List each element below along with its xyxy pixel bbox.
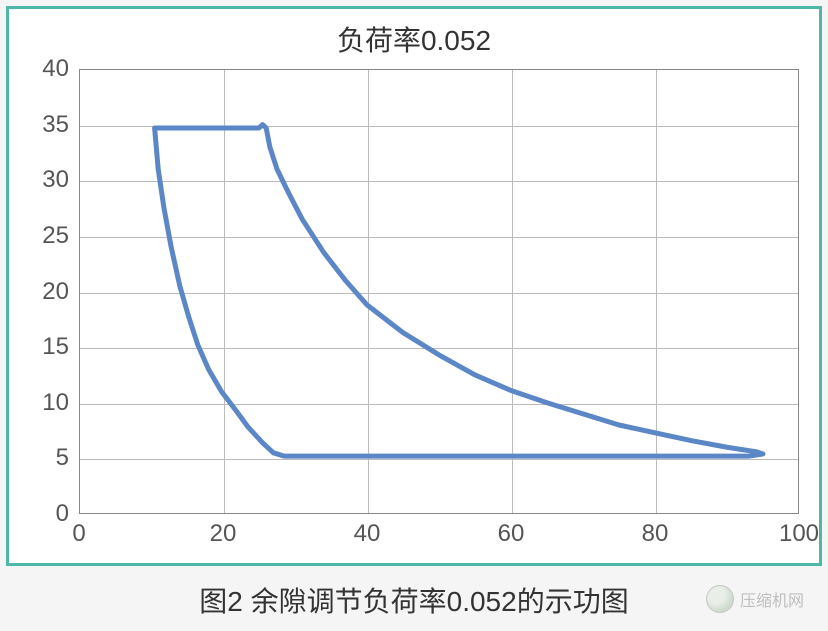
y-tick-label: 35 [42,111,79,139]
watermark: 压缩机网 [706,585,804,613]
y-tick-label: 40 [42,55,79,83]
y-tick-label: 30 [42,166,79,194]
x-tick-label: 100 [779,514,819,548]
y-tick-label: 15 [42,333,79,361]
x-tick-label: 80 [642,514,669,548]
x-tick-label: 0 [72,514,85,548]
y-tick-label: 20 [42,278,79,306]
watermark-text: 压缩机网 [740,587,804,611]
y-tick-label: 10 [42,389,79,417]
y-tick-label: 25 [42,222,79,250]
x-tick-label: 40 [354,514,381,548]
indicator-loop-curve [155,125,763,457]
plot-area: 0510152025303540020406080100 [79,69,799,514]
watermark-icon [706,585,734,613]
chart-title: 负荷率0.052 [9,9,819,59]
x-tick-label: 20 [210,514,237,548]
chart-frame: 负荷率0.052 0510152025303540020406080100 [6,6,822,566]
chart-line [79,69,799,514]
x-tick-label: 60 [498,514,525,548]
figure-caption: 图2 余隙调节负荷率0.052的示功图 [0,580,828,620]
y-tick-label: 5 [56,444,79,472]
